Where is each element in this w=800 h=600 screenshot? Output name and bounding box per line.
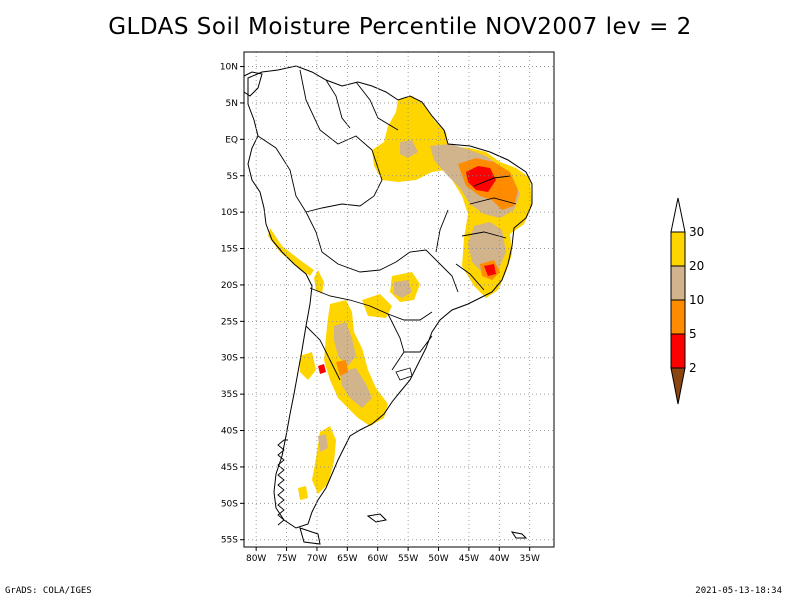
country-border <box>469 197 517 205</box>
moisture-region <box>394 280 412 298</box>
colorbar-top-arrow <box>670 197 686 233</box>
axis-ticks: 10N 5N EQ 5S 10S 15S 20S 25S 30S 35S 40S 45S 50S 55S 8… <box>220 63 540 564</box>
colorbar-label: 5 <box>689 327 697 341</box>
moisture-region <box>318 434 328 452</box>
lon-tick-label: 70W <box>307 554 327 564</box>
color-bar: 30 20 10 5 2 <box>670 197 704 405</box>
lat-tick-label: 15S <box>221 245 238 255</box>
lon-tick-label: 40W <box>489 554 509 564</box>
moisture-region <box>400 140 418 158</box>
colorbar-swatch <box>670 333 686 369</box>
lat-tick-label: 55S <box>221 536 238 546</box>
lat-tick-label: 30S <box>221 354 238 364</box>
colorbar-label: 30 <box>689 225 704 239</box>
lat-tick-label: 45S <box>221 463 238 473</box>
south-georgia <box>510 531 528 539</box>
lat-tick-label: 25S <box>221 317 238 327</box>
country-border <box>325 79 351 129</box>
lat-tick-label: 5N <box>226 99 238 109</box>
moisture-region <box>268 228 314 276</box>
footer-grads-credit: GrADS: COLA/IGES <box>5 586 92 596</box>
moisture-region <box>340 368 372 408</box>
country-border <box>404 335 433 353</box>
lon-tick-label: 45W <box>459 554 479 564</box>
soil-moisture-fills <box>268 96 532 500</box>
country-border <box>395 249 459 293</box>
colorbar-swatch <box>670 231 686 267</box>
lat-tick-label: 50S <box>221 499 238 509</box>
moisture-region <box>334 322 356 366</box>
lon-tick-label: 55W <box>398 554 418 564</box>
lon-tick-label: 75W <box>276 554 296 564</box>
country-border <box>309 287 433 321</box>
footer-timestamp: 2021-05-13-18:34 <box>695 586 782 596</box>
country-border <box>461 231 507 239</box>
colorbar-swatch <box>670 265 686 301</box>
moisture-region <box>300 352 316 380</box>
tierra-del-fuego <box>299 527 321 545</box>
colorbar-label: 2 <box>689 361 697 375</box>
colorbar-label: 20 <box>689 259 704 273</box>
lon-tick-label: 65W <box>337 554 357 564</box>
moisture-region <box>318 364 326 374</box>
moisture-region <box>312 426 336 494</box>
lon-tick-label: 60W <box>368 554 388 564</box>
falkland-islands <box>366 513 388 523</box>
colorbar-label: 10 <box>689 293 704 307</box>
lon-tick-label: 80W <box>246 554 266 564</box>
moisture-region <box>484 264 496 276</box>
lagoon <box>395 367 413 381</box>
lon-tick-label: 35W <box>520 554 540 564</box>
moisture-region <box>298 486 308 500</box>
lat-tick-label: 20S <box>221 281 238 291</box>
country-border <box>355 81 399 131</box>
lat-tick-label: 35S <box>221 390 238 400</box>
grid-lines <box>244 52 554 547</box>
country-border <box>387 313 405 371</box>
lat-tick-label: 40S <box>221 427 238 437</box>
south-america-coastline <box>247 65 533 529</box>
moisture-region <box>314 270 324 294</box>
moisture-region <box>362 294 392 318</box>
chile-fjords <box>277 439 288 526</box>
map-title: GLDAS Soil Moisture Percentile NOV2007 l… <box>108 14 692 40</box>
moisture-region <box>336 360 348 376</box>
lat-tick-label: 10S <box>221 208 238 218</box>
lat-tick-label: 10N <box>220 63 238 73</box>
colorbar-swatch <box>670 299 686 335</box>
colorbar-bottom-arrow <box>670 367 686 405</box>
moisture-region <box>324 300 388 426</box>
lat-tick-label: EQ <box>225 135 238 145</box>
country-border <box>305 325 341 381</box>
moisture-region <box>466 166 496 192</box>
country-border <box>473 175 511 187</box>
country-border <box>435 209 449 253</box>
country-border <box>257 135 307 213</box>
country-border <box>305 211 397 273</box>
country-border <box>299 69 373 151</box>
lon-tick-label: 50W <box>428 554 448 564</box>
lat-tick-label: 5S <box>227 172 239 182</box>
country-border <box>305 149 383 213</box>
country-border <box>455 263 485 291</box>
map-frame <box>243 51 555 548</box>
